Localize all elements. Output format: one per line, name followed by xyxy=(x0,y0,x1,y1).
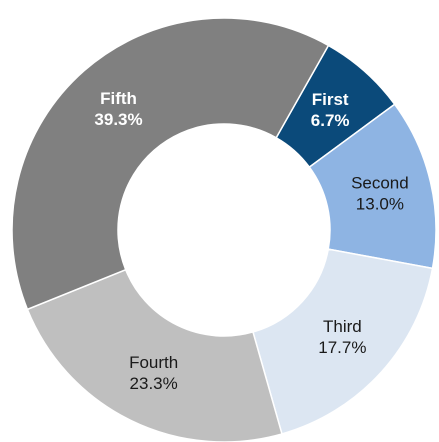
slice-label: Fifth xyxy=(100,89,137,108)
value-label: 6.7% xyxy=(311,111,350,130)
value-label: 39.3% xyxy=(94,110,142,129)
slice xyxy=(252,248,434,435)
slice xyxy=(11,17,330,311)
slice-label: Fourth xyxy=(129,353,178,372)
value-label: 13.0% xyxy=(356,195,404,214)
slice xyxy=(26,268,283,442)
value-label: 23.3% xyxy=(130,374,178,393)
slice-label: First xyxy=(312,90,349,109)
slice-label: Third xyxy=(323,317,362,336)
slice-label: Second xyxy=(351,174,409,193)
value-label: 17.7% xyxy=(318,338,366,357)
